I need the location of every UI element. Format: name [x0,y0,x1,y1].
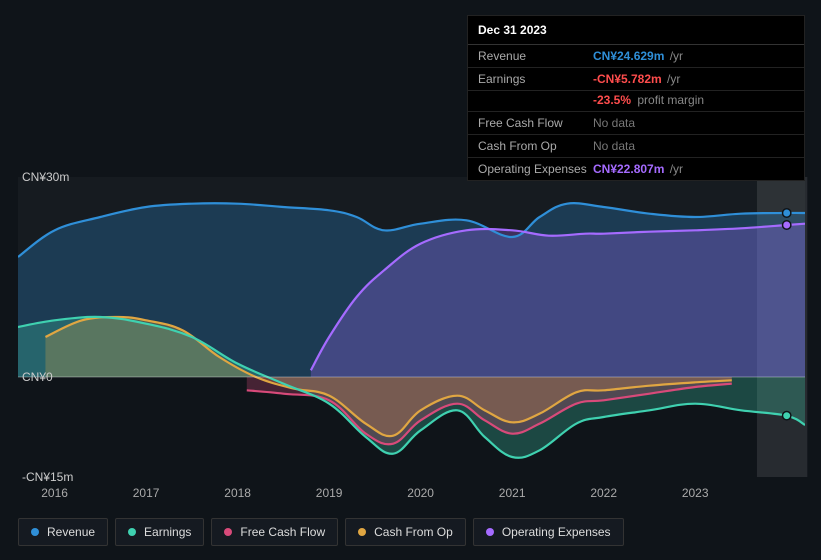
x-axis-tick-label: 2018 [224,486,251,500]
y-axis-tick-label: -CN¥15m [22,470,73,484]
legend-item-earnings[interactable]: Earnings [115,518,204,546]
tooltip-row-label: Cash From Op [478,139,593,153]
legend-dot-icon [31,528,39,536]
tooltip-row: Operating ExpensesCN¥22.807m /yr [468,158,804,180]
hover-tooltip: Dec 31 2023 RevenueCN¥24.629m /yrEarning… [467,15,805,181]
legend-dot-icon [224,528,232,536]
legend-item-label: Earnings [144,525,191,539]
legend-item-label: Operating Expenses [502,525,611,539]
tooltip-row-value: No data [593,139,794,153]
x-axis-tick-label: 2019 [316,486,343,500]
tooltip-row-value: -CN¥5.782m /yr [593,72,794,86]
legend-item-fcf[interactable]: Free Cash Flow [211,518,338,546]
y-axis-tick-label: CN¥30m [22,170,69,184]
tooltip-row-label: Free Cash Flow [478,116,593,130]
tooltip-row-value: CN¥22.807m /yr [593,162,794,176]
legend-item-cfo[interactable]: Cash From Op [345,518,466,546]
tooltip-row: RevenueCN¥24.629m /yr [468,45,804,68]
x-axis-tick-label: 2023 [682,486,709,500]
tooltip-row: Free Cash FlowNo data [468,112,804,135]
x-axis-tick-label: 2021 [499,486,526,500]
legend-item-label: Cash From Op [374,525,453,539]
legend-item-label: Revenue [47,525,95,539]
x-axis-tick-label: 2017 [133,486,160,500]
tooltip-row-label: Earnings [478,72,593,86]
x-axis-tick-label: 2022 [590,486,617,500]
legend-item-revenue[interactable]: Revenue [18,518,108,546]
tooltip-date: Dec 31 2023 [468,16,804,45]
tooltip-subrow: -23.5% profit margin [468,91,804,112]
y-axis-tick-label: CN¥0 [22,370,53,384]
legend-item-opex[interactable]: Operating Expenses [473,518,624,546]
tooltip-row-label: Operating Expenses [478,162,593,176]
tooltip-row: Earnings-CN¥5.782m /yr [468,68,804,91]
tooltip-rows: RevenueCN¥24.629m /yrEarnings-CN¥5.782m … [468,45,804,180]
tooltip-row-value: No data [593,116,794,130]
legend-dot-icon [358,528,366,536]
tooltip-row: Cash From OpNo data [468,135,804,158]
chart-legend: Revenue Earnings Free Cash Flow Cash From O… [18,518,624,546]
legend-item-label: Free Cash Flow [240,525,325,539]
x-axis-tick-label: 2020 [407,486,434,500]
tooltip-row-label: Revenue [478,49,593,63]
legend-dot-icon [486,528,494,536]
legend-dot-icon [128,528,136,536]
tooltip-row-value: CN¥24.629m /yr [593,49,794,63]
x-axis-tick-label: 2016 [41,486,68,500]
